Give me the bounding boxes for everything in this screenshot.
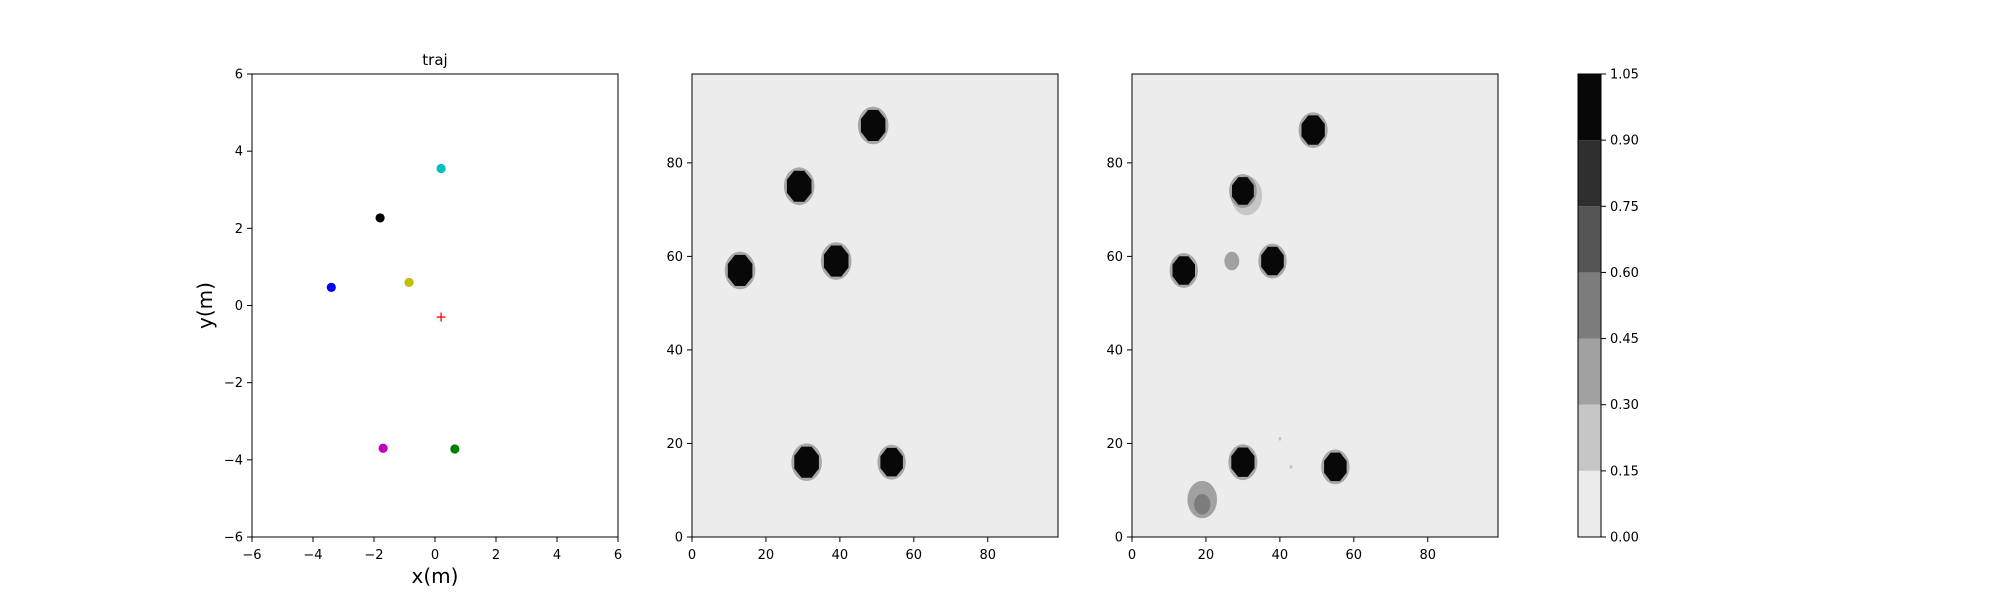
colorbar-tick-label: 0.00: [1610, 531, 1639, 546]
map-obstacle: [786, 170, 812, 202]
estimate-x-tick-label: 20: [1198, 548, 1215, 563]
traj-y-tick-label: −6: [224, 531, 243, 546]
traj-y-tick-label: −4: [224, 453, 243, 468]
traj-point: [378, 443, 388, 453]
estimate-uncertain-region: [1224, 251, 1240, 271]
colorbar-tick-label: 0.90: [1610, 134, 1639, 149]
estimate-obstacle: [1232, 177, 1254, 205]
colorbar-tick-label: 0.30: [1610, 398, 1639, 413]
estimate-obstacle: [1261, 246, 1284, 276]
colorbar-frame: [1577, 73, 1602, 538]
traj-point: [375, 213, 385, 223]
traj-y-tick-label: 0: [235, 299, 243, 314]
estimate-x-tick-label: 60: [1346, 548, 1363, 563]
traj-point-plus: [436, 312, 446, 322]
map-obstacle: [794, 446, 819, 478]
traj-point: [436, 163, 446, 174]
traj-title: traj: [422, 51, 447, 69]
estimate-obstacle: [1172, 256, 1195, 285]
colorbar-band: [1578, 74, 1601, 141]
traj-y-ticks: −6 −4 −2 0 2 4 6: [224, 68, 252, 546]
estimate-background: [1132, 74, 1498, 537]
map-obstacle: [823, 245, 849, 277]
colorbar-band: [1578, 140, 1601, 207]
colorbar-band: [1578, 404, 1601, 471]
colorbar-band: [1578, 338, 1601, 405]
traj-y-label: y(m): [193, 282, 217, 329]
traj-point: [450, 444, 460, 454]
colorbar-tick-label: 0.75: [1610, 200, 1639, 215]
map-y-ticks: 0 20 40 60 80: [666, 156, 692, 546]
colorbar-band: [1578, 272, 1601, 339]
estimate-obstacles: [1169, 112, 1350, 519]
estimate-y-tick-label: 80: [1106, 156, 1123, 171]
traj-x-tick-label: 4: [553, 548, 561, 563]
estimate-axes-frame: [1131, 73, 1499, 538]
map-y-tick-label: 80: [666, 156, 683, 171]
colorbar-band: [1578, 470, 1601, 537]
traj-x-tick-label: 0: [431, 548, 439, 563]
traj-point: [404, 277, 414, 287]
estimate-x-tick-label: 40: [1272, 548, 1289, 563]
map-y-tick-label: 20: [666, 437, 683, 452]
traj-panel: traj −6 −4 −2 0 2 4 6 −6 −4 −2 0 2 4 6 x(m) y(m): [193, 51, 622, 588]
estimate-obstacle: [1301, 115, 1325, 145]
map-x-tick-label: 40: [832, 548, 849, 563]
estimate-obstacle: [1324, 452, 1347, 482]
colorbar-band: [1578, 206, 1601, 273]
colorbar-bands: [1578, 74, 1601, 537]
estimate-y-ticks: 0 20 40 60 80: [1106, 156, 1132, 546]
map-y-tick-label: 40: [666, 343, 683, 358]
traj-x-tick-label: −6: [242, 548, 261, 563]
map-y-tick-label: 0: [675, 531, 683, 546]
map-x-ticks: 0 20 40 60 80: [688, 537, 996, 563]
map-axes-frame: [691, 73, 1059, 538]
traj-x-tick-label: 6: [614, 548, 622, 563]
map-background: [692, 74, 1058, 537]
estimate-y-tick-label: 0: [1115, 531, 1123, 546]
estimate-x-tick-label: 80: [1419, 548, 1436, 563]
traj-axes-frame: [251, 73, 619, 538]
traj-y-tick-label: 4: [235, 145, 243, 160]
estimate-x-ticks: 0 20 40 60 80: [1128, 537, 1436, 563]
map-obstacle: [860, 109, 886, 141]
traj-x-tick-label: −2: [364, 548, 383, 563]
map-obstacles: [724, 106, 906, 482]
traj-y-tick-label: 6: [235, 68, 243, 83]
colorbar-tick-label: 0.45: [1610, 332, 1639, 347]
colorbar: 0.00 0.15 0.30 0.45 0.60 0.75 0.90 1.05: [1577, 68, 1639, 546]
estimate-uncertain-region: [1194, 493, 1211, 515]
traj-y-tick-label: 2: [235, 222, 243, 237]
map-x-tick-label: 20: [758, 548, 775, 563]
estimate-obstacle: [1231, 447, 1255, 477]
estimate-uncertain-region: [1289, 464, 1293, 469]
map-obstacle: [880, 447, 903, 477]
estimate-y-tick-label: 20: [1106, 437, 1123, 452]
traj-x-tick-label: −4: [303, 548, 322, 563]
estimate-y-tick-label: 40: [1106, 343, 1123, 358]
map-x-tick-label: 60: [906, 548, 923, 563]
map-x-tick-label: 80: [979, 548, 996, 563]
traj-points: [326, 163, 460, 454]
map-x-tick-label: 0: [688, 548, 696, 563]
traj-x-label: x(m): [412, 564, 459, 588]
estimate-y-tick-label: 60: [1106, 250, 1123, 265]
colorbar-tick-label: 0.60: [1610, 266, 1639, 281]
map-panel-ground-truth: 0 20 40 60 80 0 20 40 60 80: [666, 73, 1059, 563]
map-y-tick-label: 60: [666, 250, 683, 265]
traj-x-tick-label: 2: [492, 548, 500, 563]
colorbar-tick-label: 0.15: [1610, 464, 1639, 479]
estimate-x-tick-label: 0: [1128, 548, 1136, 563]
colorbar-ticks: 0.00 0.15 0.30 0.45 0.60 0.75 0.90 1.05: [1601, 68, 1639, 546]
estimate-uncertain-region: [1278, 436, 1282, 441]
colorbar-tick-label: 1.05: [1610, 68, 1639, 83]
traj-point: [326, 282, 336, 292]
traj-x-ticks: −6 −4 −2 0 2 4 6: [242, 537, 622, 563]
traj-y-tick-label: −2: [224, 376, 243, 391]
map-obstacle: [727, 254, 753, 286]
map-panel-estimate: 0 20 40 60 80 0 20 40 60 80: [1106, 73, 1499, 563]
